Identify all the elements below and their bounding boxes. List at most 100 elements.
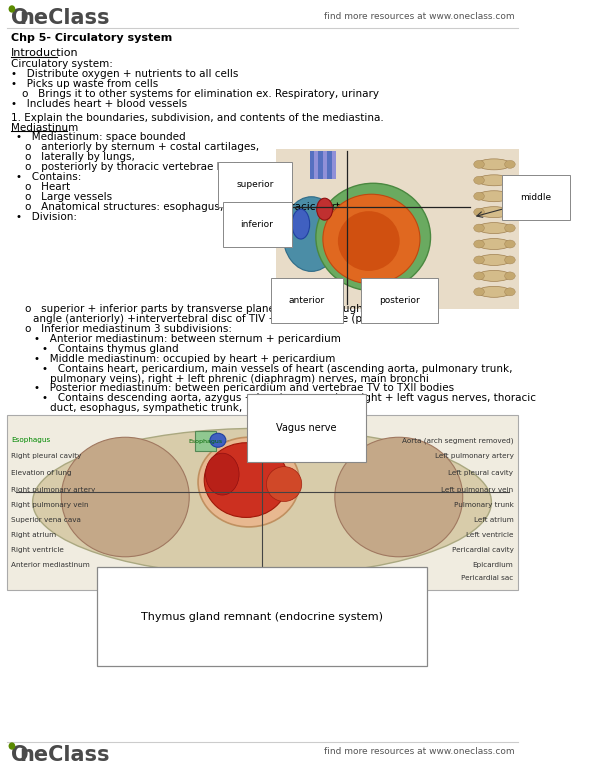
- FancyBboxPatch shape: [7, 415, 518, 590]
- Ellipse shape: [317, 198, 333, 220]
- Text: Aorta (arch segment removed): Aorta (arch segment removed): [402, 437, 513, 444]
- Ellipse shape: [323, 194, 420, 284]
- Text: •   Contains heart, pericardium, main vessels of heart (ascending aorta, pulmona: • Contains heart, pericardium, main vess…: [42, 363, 513, 373]
- Text: Vagus nerve: Vagus nerve: [276, 424, 336, 434]
- Ellipse shape: [505, 160, 515, 169]
- Bar: [309, 152, 314, 179]
- Ellipse shape: [338, 211, 400, 271]
- Bar: [327, 152, 332, 179]
- Ellipse shape: [283, 196, 340, 271]
- Text: •   Mediastinum: ​space bounded: • Mediastinum: ​space bounded: [16, 132, 186, 142]
- Ellipse shape: [505, 224, 515, 232]
- Ellipse shape: [477, 239, 511, 249]
- Text: o   laterally by lungs,: o laterally by lungs,: [25, 152, 134, 162]
- Bar: [332, 152, 336, 179]
- Text: Esophagus: Esophagus: [11, 437, 51, 444]
- Ellipse shape: [210, 434, 226, 447]
- Text: o   Large vessels: o Large vessels: [25, 192, 112, 203]
- Ellipse shape: [474, 272, 484, 280]
- Text: •   Includes heart + blood vessels: • Includes heart + blood vessels: [11, 99, 187, 109]
- Text: Left atrium: Left atrium: [474, 517, 513, 523]
- Text: Superior vena cava: Superior vena cava: [11, 517, 82, 523]
- FancyBboxPatch shape: [276, 149, 519, 309]
- Text: •   Contains thymus gland: • Contains thymus gland: [42, 343, 179, 353]
- Text: Epicardium: Epicardium: [472, 562, 513, 567]
- Text: neClass: neClass: [20, 745, 110, 765]
- FancyBboxPatch shape: [195, 431, 216, 451]
- Ellipse shape: [267, 467, 302, 501]
- Text: 1. Explain the boundaries, subdivision, and contents of the mediastina.: 1. Explain the boundaries, subdivision, …: [11, 112, 383, 122]
- Text: •   Picks up waste from cells: • Picks up waste from cells: [11, 79, 158, 89]
- Ellipse shape: [33, 428, 491, 576]
- Text: Circulatory system:: Circulatory system:: [11, 59, 112, 69]
- Text: find more resources at www.oneclass.com: find more resources at www.oneclass.com: [324, 747, 514, 756]
- Text: neClass: neClass: [20, 8, 110, 28]
- Text: o   Heart: o Heart: [25, 182, 70, 192]
- Text: Left pulmonary artery: Left pulmonary artery: [434, 454, 513, 459]
- Ellipse shape: [474, 208, 484, 216]
- Ellipse shape: [505, 176, 515, 184]
- Ellipse shape: [474, 192, 484, 200]
- Ellipse shape: [505, 272, 515, 280]
- Text: Right pulmonary artery: Right pulmonary artery: [11, 487, 96, 493]
- Ellipse shape: [292, 209, 309, 239]
- Text: Esophagus: Esophagus: [189, 439, 223, 444]
- Bar: [318, 152, 323, 179]
- Ellipse shape: [263, 449, 275, 459]
- Bar: [323, 152, 327, 179]
- Text: duct, esophagus, sympathetic trunk,  splanchnic nerves: duct, esophagus, sympathetic trunk, spla…: [51, 403, 343, 413]
- Text: •   Anterior mediastinum: between sternum + pericardium: • Anterior mediastinum: between sternum …: [33, 333, 340, 343]
- Ellipse shape: [477, 159, 511, 170]
- Text: o   anteriorly by sternum + costal cartilages,: o anteriorly by sternum + costal cartila…: [25, 142, 259, 152]
- Ellipse shape: [474, 160, 484, 169]
- Text: Left ventricle: Left ventricle: [466, 532, 513, 538]
- Text: Left pulmonary vein: Left pulmonary vein: [441, 487, 513, 493]
- Text: Chp 5- Circulatory system: Chp 5- Circulatory system: [11, 33, 172, 43]
- Ellipse shape: [250, 458, 287, 490]
- Ellipse shape: [335, 437, 463, 557]
- Text: o   posteriorly by thoracic vertebrae bodies: o posteriorly by thoracic vertebrae bodi…: [25, 162, 251, 172]
- Text: Introduction: Introduction: [11, 48, 78, 58]
- Text: Posterior mediastinum: Posterior mediastinum: [227, 440, 314, 449]
- Ellipse shape: [474, 224, 484, 232]
- Text: Left pleural cavity: Left pleural cavity: [449, 470, 513, 476]
- Text: Pericardial cavity: Pericardial cavity: [452, 547, 513, 553]
- Text: •   Contains:: • Contains:: [16, 172, 82, 182]
- Text: middle: middle: [521, 192, 552, 202]
- Text: Right atrium: Right atrium: [11, 532, 57, 538]
- Text: Right ventricle: Right ventricle: [11, 547, 64, 553]
- Ellipse shape: [505, 256, 515, 264]
- Text: o   superior + inferior parts by transverse plane passing through sternal: o superior + inferior parts by transvers…: [25, 304, 402, 314]
- Text: posterior: posterior: [379, 296, 420, 305]
- Text: o   Brings it to other systems for elimination ex. Respiratory, urinary: o Brings it to other systems for elimina…: [22, 89, 379, 99]
- Text: •   Division:: • Division:: [16, 213, 77, 223]
- Ellipse shape: [505, 208, 515, 216]
- Ellipse shape: [477, 175, 511, 186]
- Text: Pericardial sac: Pericardial sac: [461, 574, 513, 581]
- Text: Right pulmonary vein: Right pulmonary vein: [11, 502, 89, 508]
- Ellipse shape: [505, 288, 515, 296]
- Text: O: O: [11, 745, 28, 765]
- Text: •   Contains descending aorta, azygus + hemiazygus veins, right + left vagus ner: • Contains descending aorta, azygus + he…: [42, 393, 536, 403]
- Text: Elevation of lung: Elevation of lung: [11, 470, 72, 476]
- Text: o   Anatomical structures: esophagus, trachea, thoracic aorta: o Anatomical structures: esophagus, trac…: [25, 203, 346, 213]
- Text: superior: superior: [236, 179, 274, 189]
- Text: •   Middle mediastinum: occupied by heart + pericardium: • Middle mediastinum: occupied by heart …: [33, 353, 335, 363]
- Text: anterior: anterior: [289, 296, 325, 305]
- Ellipse shape: [477, 191, 511, 202]
- Text: Thymus gland remnant (endocrine system): Thymus gland remnant (endocrine system): [141, 611, 383, 621]
- Ellipse shape: [474, 256, 484, 264]
- Ellipse shape: [477, 206, 511, 218]
- Text: O: O: [11, 8, 28, 28]
- Text: •   Posterior mediastinum: between pericardium and vertebrae TV to TXII bodies: • Posterior mediastinum: between pericar…: [33, 383, 453, 393]
- Ellipse shape: [477, 270, 511, 281]
- Ellipse shape: [205, 454, 239, 495]
- Text: Right pleural cavity: Right pleural cavity: [11, 454, 82, 459]
- Ellipse shape: [477, 223, 511, 233]
- Bar: [314, 152, 318, 179]
- Text: angle (anteriorly) +intervertebral disc of TIV + TV vertebrae (posteriorly: angle (anteriorly) +intervertebral disc …: [33, 313, 411, 323]
- Ellipse shape: [474, 288, 484, 296]
- Ellipse shape: [505, 192, 515, 200]
- Text: o   Inferior mediastinum 3 subdivisions:: o Inferior mediastinum 3 subdivisions:: [25, 323, 231, 333]
- Ellipse shape: [198, 437, 299, 527]
